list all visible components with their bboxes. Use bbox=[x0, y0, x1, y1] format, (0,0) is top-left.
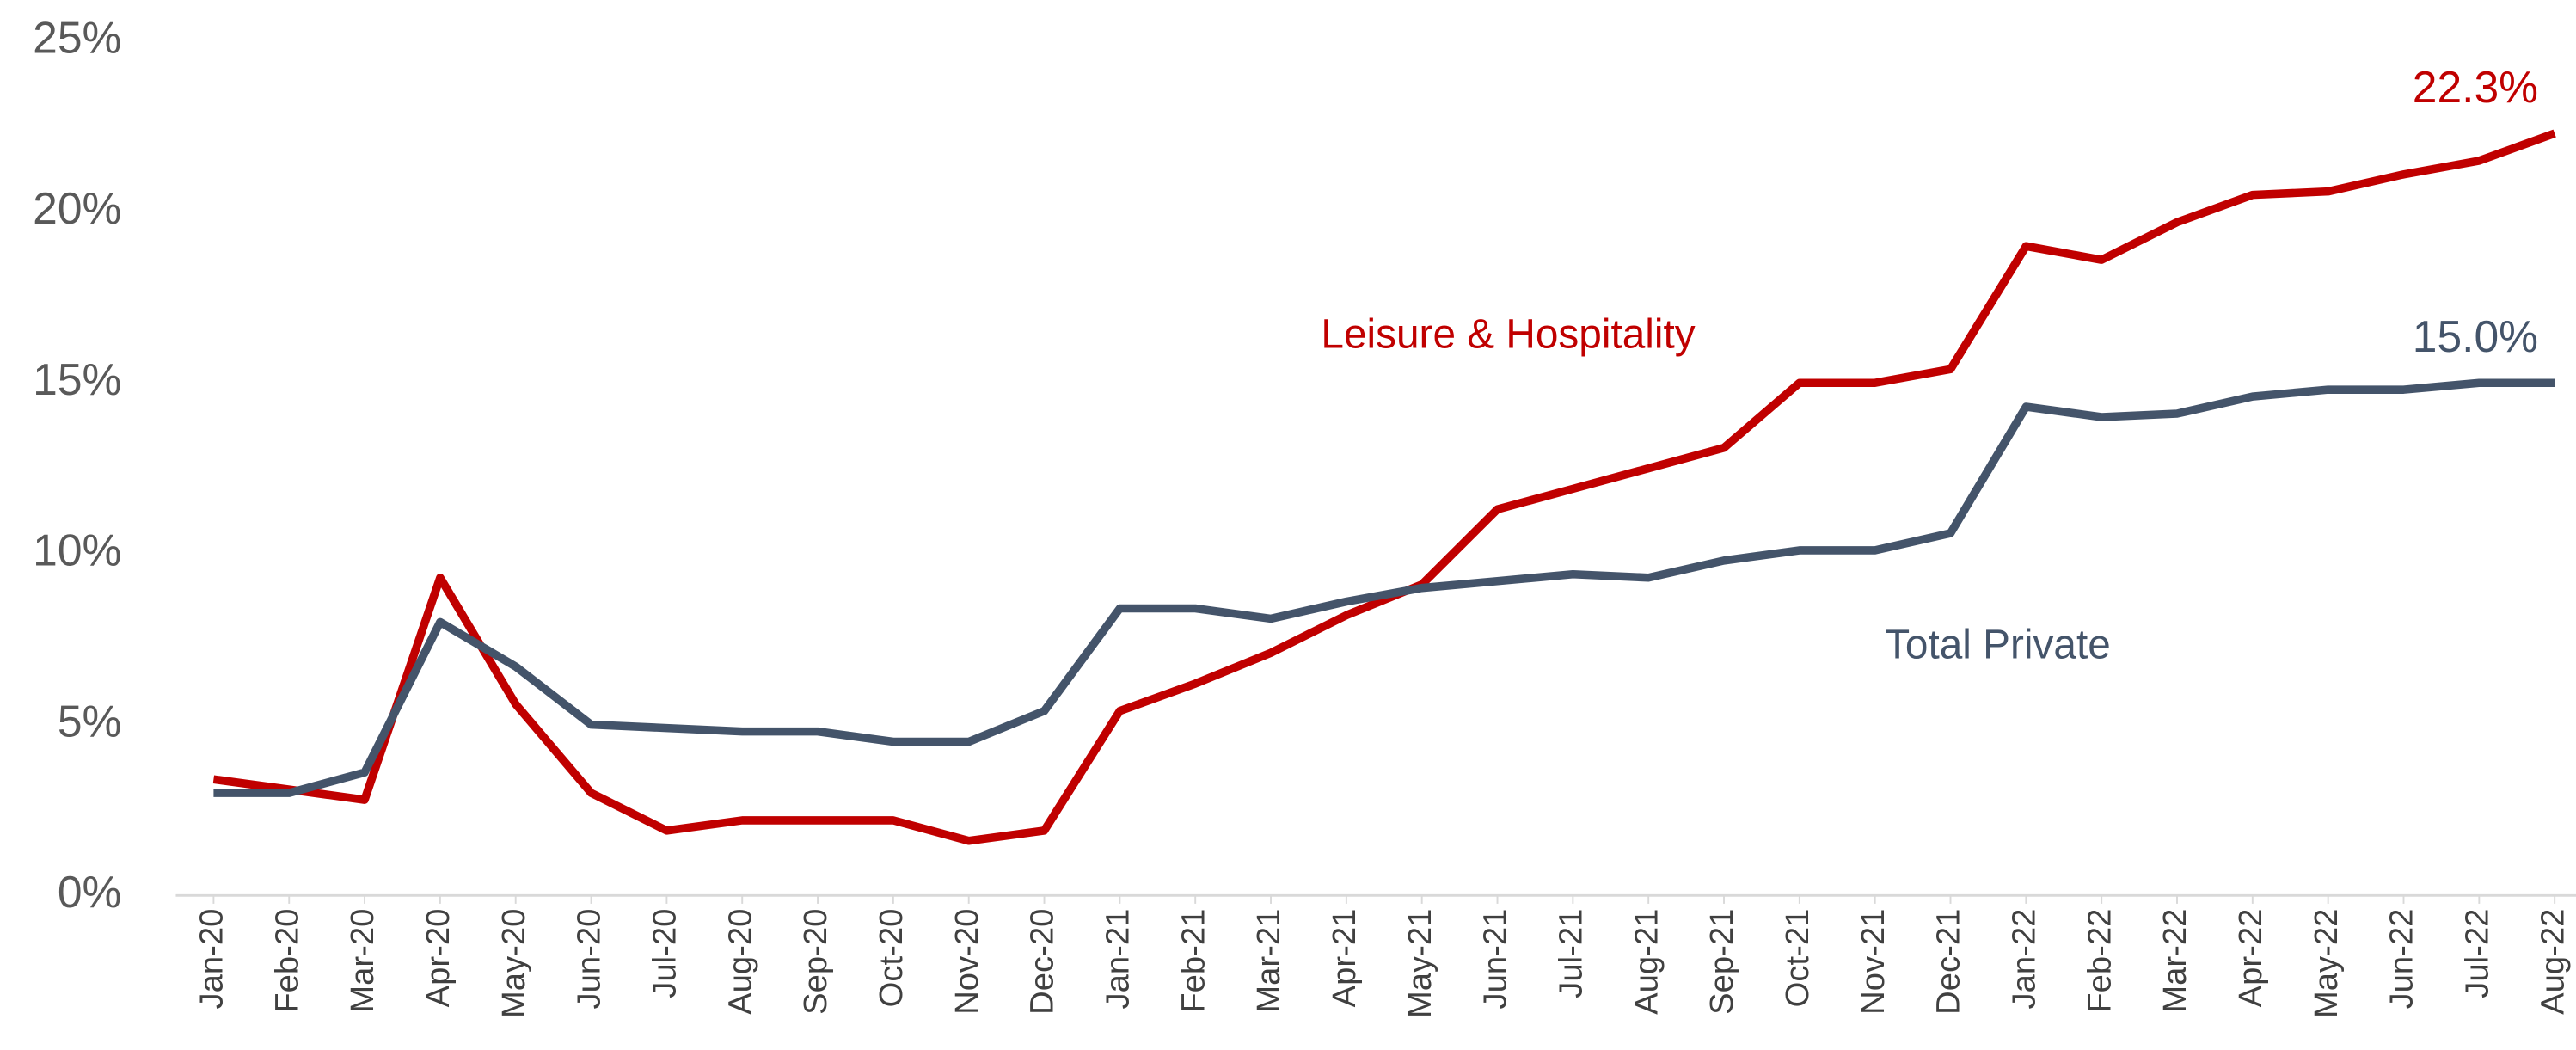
x-tick-label: May-22 bbox=[2308, 909, 2345, 1018]
x-tick-label: Jan-22 bbox=[2005, 909, 2042, 1010]
x-tick-label: Mar-22 bbox=[2156, 909, 2193, 1013]
x-tick-label: May-21 bbox=[1401, 909, 1438, 1018]
x-tick-label: Jan-20 bbox=[193, 909, 230, 1010]
x-tick-label: Sep-20 bbox=[797, 909, 834, 1015]
x-tick-label: Jun-21 bbox=[1477, 909, 1514, 1010]
x-tick-label: Jan-21 bbox=[1099, 909, 1136, 1010]
x-tick-label: Sep-21 bbox=[1703, 909, 1740, 1015]
x-tick-label: Nov-20 bbox=[948, 909, 985, 1015]
x-tick-label: Aug-22 bbox=[2534, 909, 2571, 1015]
x-tick-label: Aug-20 bbox=[721, 909, 758, 1015]
x-tick-label: Mar-20 bbox=[344, 909, 381, 1013]
x-tick-label: Dec-21 bbox=[1930, 909, 1967, 1015]
x-tick-label: Mar-21 bbox=[1250, 909, 1287, 1013]
y-tick-label: 15% bbox=[33, 354, 121, 404]
y-tick-label: 20% bbox=[33, 183, 121, 233]
line-series bbox=[212, 129, 2556, 845]
x-tick-label: Jun-20 bbox=[571, 909, 608, 1010]
x-tick-label: Jul-21 bbox=[1552, 909, 1589, 998]
y-tick-label: 0% bbox=[58, 867, 122, 917]
x-tick-label: Jun-22 bbox=[2383, 909, 2420, 1010]
series-label: Leisure & Hospitality bbox=[1321, 311, 1695, 357]
y-tick-label: 25% bbox=[33, 12, 121, 62]
value-label: 15.0% bbox=[2413, 311, 2538, 361]
x-tick-label: Feb-22 bbox=[2081, 909, 2118, 1013]
x-tick-label: Oct-21 bbox=[1779, 909, 1816, 1008]
x-tick-label: Jul-22 bbox=[2458, 909, 2495, 998]
x-tick-label: Apr-20 bbox=[420, 909, 457, 1008]
x-tick-label: Oct-20 bbox=[873, 909, 910, 1008]
line-series bbox=[213, 378, 2555, 797]
x-tick-label: Aug-21 bbox=[1628, 909, 1665, 1015]
x-tick-label: Apr-21 bbox=[1326, 909, 1363, 1008]
x-tick-label: May-20 bbox=[495, 909, 532, 1018]
x-tick-label: Apr-22 bbox=[2232, 909, 2269, 1008]
x-tick-label: Jul-20 bbox=[646, 909, 683, 998]
y-tick-label: 10% bbox=[33, 525, 121, 575]
x-tick-label: Nov-21 bbox=[1855, 909, 1892, 1015]
x-tick-label: Feb-21 bbox=[1175, 909, 1211, 1013]
series-label: Total Private bbox=[1885, 622, 2111, 667]
value-label: 22.3% bbox=[2413, 62, 2538, 112]
x-tick-label: Feb-20 bbox=[268, 909, 305, 1013]
y-tick-label: 5% bbox=[58, 696, 122, 746]
x-tick-label: Dec-20 bbox=[1024, 909, 1061, 1015]
